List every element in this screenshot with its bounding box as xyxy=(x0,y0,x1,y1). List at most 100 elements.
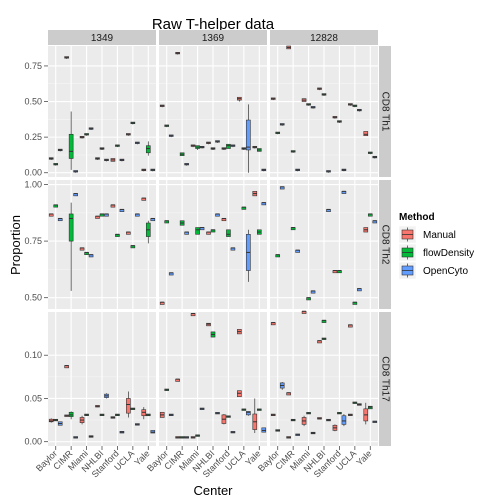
chart-title: Raw T-helper data xyxy=(152,16,275,33)
box-plot-OpenCyto xyxy=(230,431,236,434)
box-plot-OpenCyto xyxy=(135,213,140,217)
box-plot-OpenCyto xyxy=(310,106,316,109)
box-plot-Manual xyxy=(286,45,291,50)
box-plot-Manual xyxy=(252,191,258,197)
x-tick-label: Yale xyxy=(354,448,373,467)
box-plot-OpenCyto xyxy=(230,247,236,251)
box-body xyxy=(145,145,151,154)
box-plot-OpenCyto xyxy=(104,158,109,162)
box-plot-flowDensity xyxy=(210,147,216,150)
box-plot-OpenCyto xyxy=(104,213,109,217)
box-plot-Manual xyxy=(159,301,165,305)
box-body xyxy=(246,119,251,151)
box-plot-Manual xyxy=(206,322,211,327)
box-plot-Manual xyxy=(159,104,165,108)
box-plot-Manual xyxy=(141,407,147,420)
box-plot-flowDensity xyxy=(130,121,136,125)
y-tick-label: 0.25 xyxy=(24,132,42,142)
box-plot-flowDensity xyxy=(130,245,136,249)
box-plot-flowDensity xyxy=(275,254,281,258)
box-plot-flowDensity xyxy=(290,418,296,422)
box-plot-OpenCyto xyxy=(372,155,378,159)
box-plot-flowDensity xyxy=(179,220,185,226)
row-strip-label: CD8 Th2 xyxy=(380,225,391,265)
box-plot-Manual xyxy=(48,418,54,423)
y-tick-label: 0.75 xyxy=(24,236,42,246)
box-plot-flowDensity xyxy=(226,143,231,149)
box-plot-Manual xyxy=(95,157,100,160)
box-plot-flowDensity xyxy=(84,251,89,255)
box-plot-flowDensity xyxy=(275,131,281,135)
box-plot-flowDensity xyxy=(53,418,59,422)
x-axis-label: Center xyxy=(193,483,233,498)
box-plot-Manual xyxy=(48,213,54,217)
box-plot-flowDensity xyxy=(115,413,120,416)
box-plot-flowDensity xyxy=(164,388,170,391)
box-plot-OpenCyto xyxy=(310,431,316,435)
box-plot-Manual xyxy=(270,413,276,416)
box-plot-flowDensity xyxy=(226,415,231,418)
box-plot-OpenCyto xyxy=(168,272,174,276)
column-strip xyxy=(159,30,267,45)
box-plot-OpenCyto xyxy=(310,290,316,294)
box-plot-OpenCyto xyxy=(326,208,331,212)
box-plot-Manual xyxy=(175,436,180,439)
box-plot-flowDensity xyxy=(256,408,262,411)
box-plot-flowDensity xyxy=(367,405,373,410)
box-plot-OpenCyto xyxy=(150,217,156,222)
box-plot-flowDensity xyxy=(145,220,151,244)
box-plot-Manual xyxy=(348,103,353,106)
box-plot-Manual xyxy=(363,227,369,233)
box-plot-Manual xyxy=(79,136,85,139)
box-plot-Manual xyxy=(270,97,276,101)
box-plot-flowDensity xyxy=(210,229,216,233)
box-plot-flowDensity xyxy=(306,297,311,301)
box-plot-flowDensity xyxy=(290,150,296,153)
box-plot-Manual xyxy=(332,116,338,119)
box-plot-OpenCyto xyxy=(88,127,94,131)
box-plot-OpenCyto xyxy=(73,193,78,197)
box-plot-Manual xyxy=(95,405,100,408)
box-plot-OpenCyto xyxy=(230,144,236,148)
column-strip-label: 1369 xyxy=(202,33,225,44)
box-plot-flowDensity xyxy=(367,213,373,217)
column-strip xyxy=(270,30,378,45)
y-tick-label: 0.10 xyxy=(24,350,42,360)
box-plot-Manual xyxy=(286,392,291,396)
box-plot-flowDensity xyxy=(321,319,327,323)
box-plot-Manual xyxy=(206,141,211,145)
box-plot-OpenCyto xyxy=(341,414,347,427)
box-plot-OpenCyto xyxy=(199,145,205,149)
box-plot-Manual xyxy=(64,414,69,417)
box-plot-OpenCyto xyxy=(135,423,140,426)
y-tick-label: 0.00 xyxy=(24,168,42,178)
box-plot-Manual xyxy=(79,415,85,425)
y-tick-label: 0.00 xyxy=(24,437,42,447)
box-plot-Manual xyxy=(317,340,322,344)
box-plot-flowDensity xyxy=(195,434,200,437)
box-plot-Manual xyxy=(221,414,227,425)
box-plot-Manual xyxy=(64,365,69,369)
box-plot-Manual xyxy=(141,197,147,201)
box-plot-OpenCyto xyxy=(215,213,220,217)
box-plot-Manual xyxy=(270,322,276,326)
box-plot-flowDensity xyxy=(195,145,200,150)
box-plot-flowDensity xyxy=(337,120,342,123)
box-plot-OpenCyto xyxy=(261,168,267,172)
box-plot-OpenCyto xyxy=(168,134,174,138)
box-plot-OpenCyto xyxy=(199,227,205,231)
box-plot-Manual xyxy=(348,324,353,328)
box-plot-Manual xyxy=(110,204,116,208)
box-plot-Manual xyxy=(175,378,180,382)
box-plot-OpenCyto xyxy=(295,249,300,253)
box-plot-OpenCyto xyxy=(357,403,362,406)
box-plot-OpenCyto xyxy=(88,435,94,438)
box-plot-OpenCyto xyxy=(73,170,78,173)
box-plot-OpenCyto xyxy=(326,170,331,173)
box-plot-OpenCyto xyxy=(261,427,267,433)
row-strip-label: CD8 Th17 xyxy=(380,356,391,402)
box-plot-OpenCyto xyxy=(119,431,125,434)
box-plot-Manual xyxy=(286,436,291,439)
box-plot-OpenCyto xyxy=(357,288,362,292)
